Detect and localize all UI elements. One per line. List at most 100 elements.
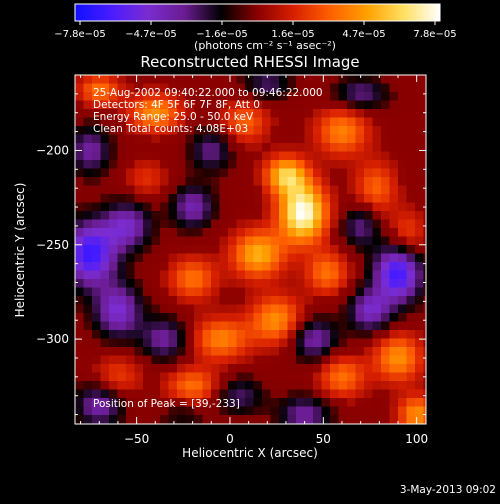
heatmap-cell <box>202 304 212 314</box>
heatmap-cell <box>185 270 195 280</box>
heatmap-cell <box>134 287 144 297</box>
heatmap-cell <box>75 160 85 170</box>
heatmap-cell <box>321 389 331 399</box>
heatmap-cell <box>347 321 357 331</box>
heatmap-cell <box>160 160 170 170</box>
heatmap-cell <box>423 415 426 424</box>
heatmap-cell <box>83 245 93 255</box>
heatmap-cell <box>381 415 391 424</box>
heatmap-cell <box>347 177 357 187</box>
heatmap-cell <box>83 381 93 391</box>
heatmap-cell <box>160 185 170 195</box>
heatmap-cell <box>372 372 382 382</box>
heatmap-cell <box>100 253 110 263</box>
plot-area <box>75 75 426 424</box>
heatmap-cell <box>126 330 136 340</box>
heatmap-cell <box>330 296 340 306</box>
heatmap-cell <box>202 177 212 187</box>
heatmap-cell <box>304 92 314 102</box>
heatmap-cell <box>83 313 93 323</box>
heatmap-cell <box>151 389 161 399</box>
heatmap-cell <box>236 296 246 306</box>
plot-frame <box>74 74 427 425</box>
heatmap-cell <box>381 219 391 229</box>
heatmap-cell <box>406 381 416 391</box>
heatmap-cell <box>347 75 357 85</box>
heatmap-cell <box>151 143 161 153</box>
heatmap-cell <box>279 228 289 238</box>
heatmap-cell <box>355 117 365 127</box>
heatmap-cell <box>92 228 102 238</box>
heatmap-cell <box>75 287 85 297</box>
heatmap-cell <box>109 194 119 204</box>
heatmap-cell <box>92 185 102 195</box>
heatmap-cell <box>236 126 246 136</box>
heatmap-cell <box>270 143 280 153</box>
heatmap-cell <box>219 143 229 153</box>
heatmap-cell <box>415 287 425 297</box>
heatmap-cell <box>126 117 136 127</box>
heatmap-cell <box>338 211 348 221</box>
heatmap-cell <box>168 83 178 93</box>
heatmap-cell <box>160 355 170 365</box>
heatmap-cell <box>219 117 229 127</box>
heatmap-cell <box>185 330 195 340</box>
heatmap-cell <box>287 202 297 212</box>
heatmap-cell <box>177 160 187 170</box>
heatmap-cell <box>415 168 425 178</box>
heatmap-cell <box>364 194 374 204</box>
heatmap-cell <box>406 151 416 161</box>
heatmap-cell <box>228 364 238 374</box>
heatmap-cell <box>177 279 187 289</box>
heatmap-cell <box>245 236 255 246</box>
heatmap-cell <box>304 219 314 229</box>
heatmap-cell <box>415 228 425 238</box>
heatmap-cell <box>202 100 212 110</box>
heatmap-cell <box>338 423 348 424</box>
heatmap-cell <box>355 228 365 238</box>
heatmap-cell <box>270 313 280 323</box>
heatmap-cell <box>92 75 102 85</box>
heatmap-cell <box>185 202 195 212</box>
heatmap-cell <box>134 194 144 204</box>
heatmap-cell <box>313 253 323 263</box>
heatmap-cell <box>287 75 297 85</box>
heatmap-cell <box>389 355 399 365</box>
heatmap-cell <box>304 143 314 153</box>
heatmap-cell <box>253 364 263 374</box>
heatmap-cell <box>143 202 153 212</box>
heatmap-cell <box>372 381 382 391</box>
heatmap-cell <box>177 287 187 297</box>
heatmap-cell <box>151 313 161 323</box>
heatmap-cell <box>347 253 357 263</box>
heatmap-cell <box>381 177 391 187</box>
heatmap-cell <box>109 364 119 374</box>
heatmap-cell <box>313 304 323 314</box>
heatmap-cell <box>355 398 365 408</box>
heatmap-cell <box>160 109 170 119</box>
heatmap-cell <box>389 389 399 399</box>
heatmap-cell <box>347 143 357 153</box>
heatmap-cell <box>211 355 221 365</box>
heatmap-cell <box>364 304 374 314</box>
heatmap-cell <box>372 211 382 221</box>
heatmap-cell <box>406 92 416 102</box>
heatmap-cell <box>245 219 255 229</box>
heatmap-cell <box>423 364 426 374</box>
heatmap-cell <box>160 381 170 391</box>
heatmap-cell <box>338 83 348 93</box>
footer-timestamp: 3-May-2013 09:02 <box>400 484 496 496</box>
heatmap-cell <box>355 151 365 161</box>
heatmap-cell <box>245 83 255 93</box>
heatmap-cell <box>83 185 93 195</box>
heatmap-cell <box>168 389 178 399</box>
heatmap-cell <box>236 262 246 272</box>
heatmap-cell <box>211 398 221 408</box>
heatmap-cell <box>398 177 408 187</box>
heatmap-cell <box>219 75 229 85</box>
heatmap-cell <box>253 381 263 391</box>
heatmap-cell <box>296 313 306 323</box>
heatmap-cell <box>398 168 408 178</box>
heatmap-cell <box>389 168 399 178</box>
heatmap-cell <box>296 347 306 357</box>
